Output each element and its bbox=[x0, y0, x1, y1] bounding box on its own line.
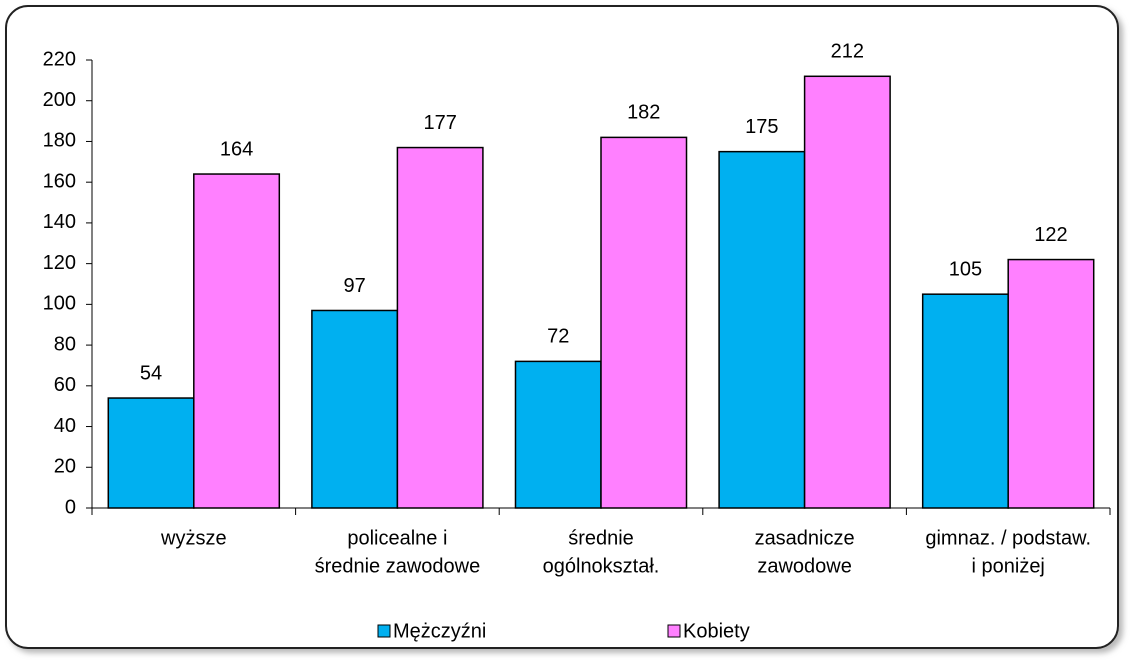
legend-swatch bbox=[667, 624, 681, 638]
x-tick-label: gimnaz. / podstaw. bbox=[925, 527, 1091, 549]
y-tick-label: 80 bbox=[54, 333, 76, 355]
bar bbox=[311, 309, 399, 509]
y-tick-label: 100 bbox=[43, 293, 76, 315]
value-label: 97 bbox=[344, 275, 366, 297]
legend-swatch bbox=[377, 624, 391, 638]
y-tick-label: 180 bbox=[43, 130, 76, 152]
x-tick-label: zawodowe bbox=[757, 555, 852, 577]
y-tick-label: 60 bbox=[54, 374, 76, 396]
x-tick-label: średnie bbox=[568, 527, 634, 549]
bar bbox=[718, 150, 806, 509]
x-tick-label: średnie zawodowe bbox=[315, 555, 481, 577]
value-label: 105 bbox=[949, 258, 982, 280]
x-tick-label: policealne i bbox=[347, 527, 447, 549]
bar bbox=[1007, 258, 1095, 509]
value-label: 212 bbox=[831, 41, 864, 63]
bar bbox=[803, 75, 891, 509]
bar bbox=[193, 173, 281, 509]
x-tick-label: ogólnokształ. bbox=[543, 555, 660, 577]
value-label: 72 bbox=[547, 326, 569, 348]
value-label: 164 bbox=[220, 138, 253, 160]
value-label: 177 bbox=[423, 112, 456, 134]
value-label: 175 bbox=[745, 116, 778, 138]
x-tick-label: zasadnicze bbox=[755, 527, 855, 549]
bar bbox=[921, 293, 1009, 509]
value-label: 54 bbox=[140, 362, 162, 384]
value-label: 122 bbox=[1034, 224, 1067, 246]
bar bbox=[600, 136, 688, 509]
y-tick-label: 160 bbox=[43, 170, 76, 192]
y-tick-label: 40 bbox=[54, 415, 76, 437]
legend-label: Kobiety bbox=[683, 620, 750, 642]
y-tick-label: 140 bbox=[43, 211, 76, 233]
x-tick-label: i poniżej bbox=[972, 555, 1045, 577]
value-label: 182 bbox=[627, 102, 660, 124]
y-tick-label: 200 bbox=[43, 89, 76, 111]
x-tick-label: wyższe bbox=[160, 527, 227, 549]
y-tick-label: 220 bbox=[43, 48, 76, 70]
bar bbox=[514, 360, 602, 509]
y-tick-label: 20 bbox=[54, 456, 76, 478]
legend-label: Mężczyźni bbox=[393, 620, 486, 642]
y-tick-label: 120 bbox=[43, 252, 76, 274]
bar bbox=[396, 146, 484, 509]
bar bbox=[107, 397, 195, 509]
y-tick-label: 0 bbox=[65, 496, 76, 518]
